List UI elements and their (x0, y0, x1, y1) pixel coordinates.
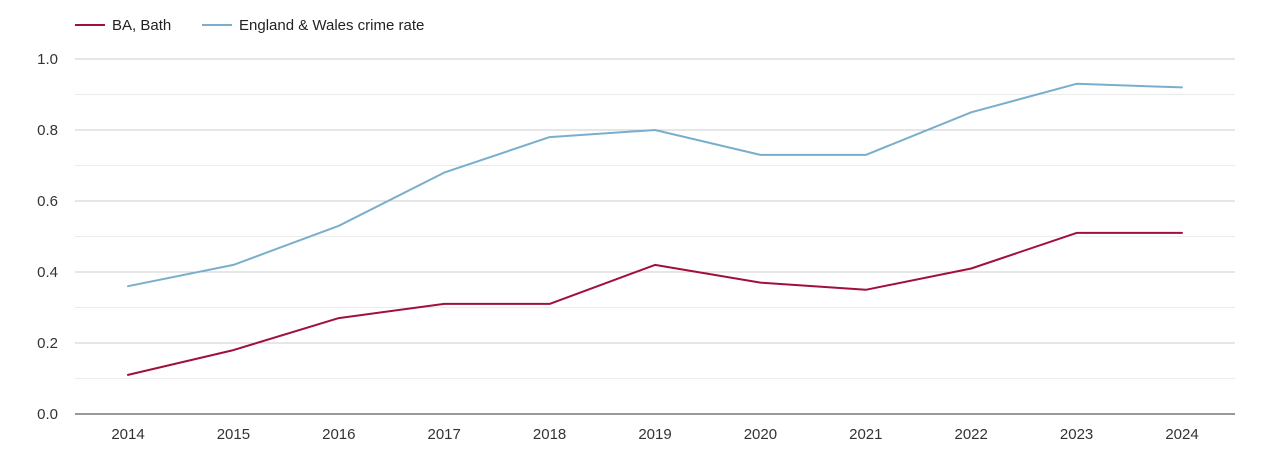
gridlines (75, 58, 1235, 379)
series-line-2 (127, 82, 1183, 288)
x-tick-label: 2021 (849, 426, 882, 443)
y-axis: 0.0 0.2 0.4 0.6 0.8 1.0 (37, 51, 58, 423)
x-tick-label: 2020 (744, 426, 777, 443)
series-group (127, 82, 1183, 376)
y-tick-label: 0.8 (37, 122, 58, 139)
x-tick-label: 2015 (217, 426, 250, 443)
x-tick-label: 2016 (322, 426, 355, 443)
x-tick-label: 2018 (533, 426, 566, 443)
x-tick-label: 2014 (111, 426, 144, 443)
x-tick-label: 2019 (638, 426, 671, 443)
x-tick-label: 2023 (1060, 426, 1093, 443)
y-tick-label: 0.2 (37, 335, 58, 352)
legend: BA, Bath England & Wales crime rate (75, 17, 424, 34)
x-tick-label: 2017 (428, 426, 461, 443)
y-tick-label: 0.4 (37, 264, 58, 281)
x-tick-label: 2022 (955, 426, 988, 443)
y-tick-label: 0.6 (37, 193, 58, 210)
y-tick-label: 0.0 (37, 406, 58, 423)
x-tick-label: 2024 (1165, 426, 1198, 443)
legend-label-2: England & Wales crime rate (239, 17, 424, 34)
x-axis: 2014 2015 2016 2017 2018 2019 2020 2021 2022 2023… (75, 413, 1235, 443)
series-line-1 (127, 231, 1183, 376)
legend-label-1: BA, Bath (112, 17, 171, 34)
y-tick-label: 1.0 (37, 51, 58, 68)
